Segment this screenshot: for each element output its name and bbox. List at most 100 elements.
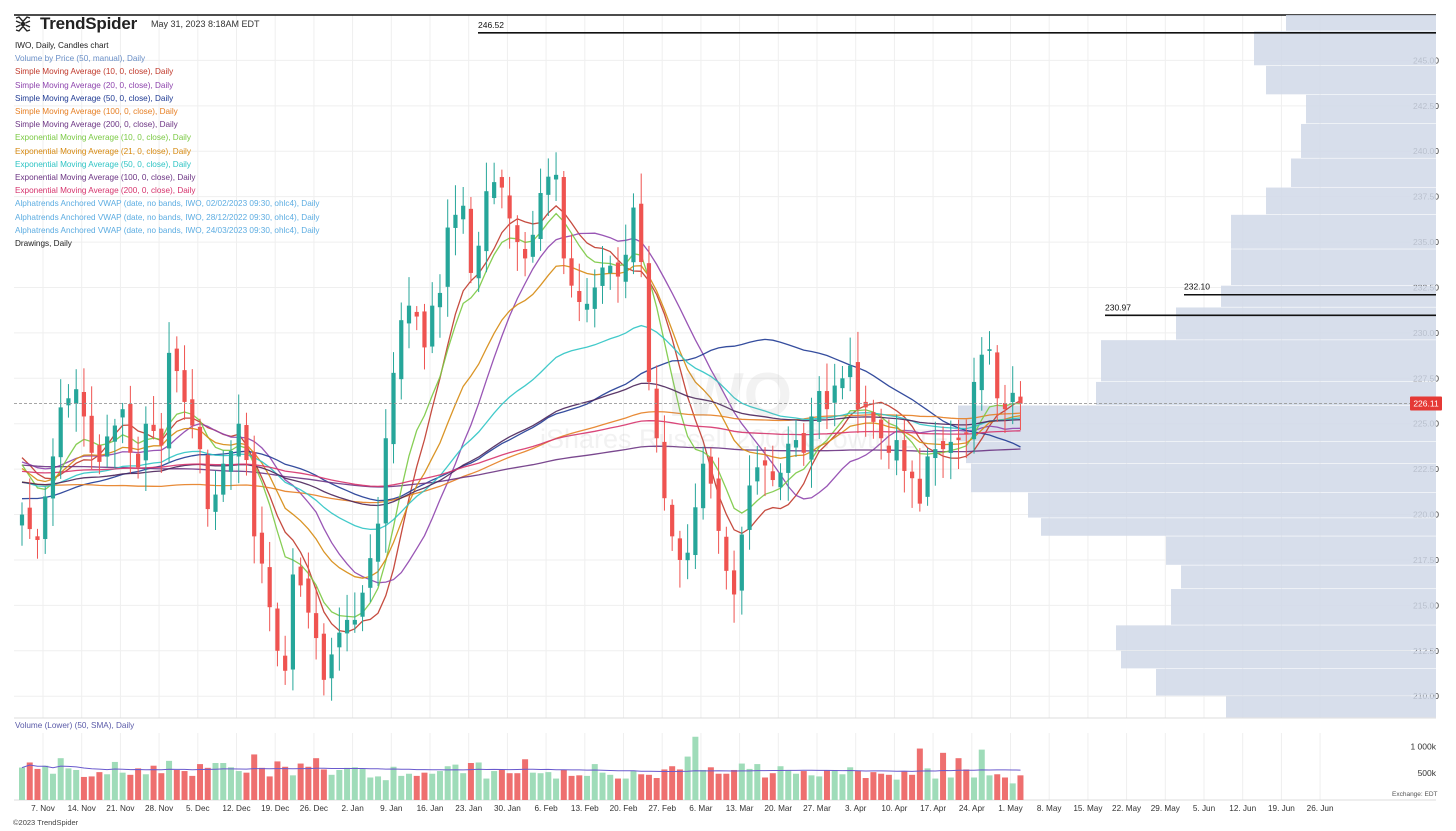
volume-bar[interactable]	[684, 756, 691, 800]
volume-bar[interactable]	[738, 763, 745, 800]
candle-body[interactable]	[290, 574, 295, 670]
candle-body[interactable]	[112, 425, 117, 442]
candle-body[interactable]	[375, 523, 381, 562]
legend-item[interactable]: Exponential Moving Average (50, 0, close…	[15, 159, 191, 169]
candle-body[interactable]	[623, 254, 628, 282]
volume-bar[interactable]	[692, 736, 699, 800]
candle-body[interactable]	[453, 214, 458, 228]
volume-bar[interactable]	[359, 768, 366, 800]
volume-bar[interactable]	[885, 774, 892, 800]
candle-body[interactable]	[430, 305, 435, 347]
candle-body[interactable]	[19, 514, 25, 526]
volume-bar[interactable]	[607, 774, 614, 800]
candle-body[interactable]	[677, 538, 682, 560]
volume-bar[interactable]	[1001, 777, 1008, 800]
candle-body[interactable]	[275, 608, 280, 651]
volume-bar[interactable]	[630, 771, 637, 800]
candle-body[interactable]	[948, 441, 953, 453]
candle-body[interactable]	[492, 182, 497, 199]
volume-bar[interactable]	[777, 766, 784, 800]
candle-body[interactable]	[786, 443, 791, 473]
candle-body[interactable]	[871, 412, 876, 422]
candle-body[interactable]	[190, 399, 195, 426]
volume-bar[interactable]	[862, 778, 869, 800]
candle-body[interactable]	[523, 248, 528, 259]
volume-bar[interactable]	[88, 776, 95, 800]
volume-bar[interactable]	[181, 771, 188, 800]
candle-body[interactable]	[1010, 392, 1015, 403]
volume-bar[interactable]	[266, 776, 273, 800]
volume-bar[interactable]	[1009, 783, 1016, 800]
volume-bar[interactable]	[444, 766, 451, 800]
candle-body[interactable]	[143, 423, 148, 461]
volume-bar[interactable]	[220, 763, 227, 800]
candle-body[interactable]	[252, 452, 257, 537]
volume-bar[interactable]	[676, 769, 683, 800]
volume-bar[interactable]	[870, 772, 877, 800]
candle-body[interactable]	[422, 311, 427, 348]
volume-bar[interactable]	[576, 775, 583, 800]
volume-bar[interactable]	[715, 773, 722, 800]
candle-body[interactable]	[817, 391, 822, 422]
volume-bar[interactable]	[150, 765, 157, 800]
candle-body[interactable]	[507, 195, 512, 219]
volume-bar[interactable]	[26, 762, 33, 800]
candle-body[interactable]	[592, 287, 597, 309]
candle-body[interactable]	[58, 407, 63, 458]
volume-bar[interactable]	[413, 775, 420, 800]
candle-body[interactable]	[182, 370, 187, 402]
candle-body[interactable]	[848, 365, 853, 378]
volume-bar[interactable]	[614, 778, 621, 800]
candle-body[interactable]	[283, 655, 288, 671]
volume-bar[interactable]	[320, 769, 327, 800]
candle-body[interactable]	[352, 619, 357, 625]
volume-bar[interactable]	[328, 774, 335, 800]
volume-bar[interactable]	[661, 769, 668, 800]
candle-body[interactable]	[515, 225, 520, 243]
volume-bar[interactable]	[971, 777, 978, 800]
volume-bar[interactable]	[947, 777, 954, 800]
candle-body[interactable]	[979, 354, 984, 391]
candle-body[interactable]	[995, 352, 1000, 399]
volume-bar[interactable]	[994, 774, 1001, 800]
volume-bar[interactable]	[1017, 775, 1024, 800]
volume-bar[interactable]	[545, 772, 552, 800]
volume-bar[interactable]	[467, 763, 474, 800]
volume-bar[interactable]	[235, 771, 242, 800]
volume-bar[interactable]	[189, 775, 196, 800]
candle-body[interactable]	[778, 472, 783, 488]
legend-item[interactable]: Alphatrends Anchored VWAP (date, no band…	[15, 212, 320, 222]
candle-body[interactable]	[708, 456, 713, 484]
volume-bar[interactable]	[436, 771, 443, 800]
volume-bar[interactable]	[173, 769, 180, 800]
volume-bar[interactable]	[816, 776, 823, 800]
volume-bar[interactable]	[978, 749, 985, 800]
volume-bar[interactable]	[367, 777, 374, 800]
volume-bar[interactable]	[506, 773, 513, 800]
legend-item[interactable]: Exponential Moving Average (100, 0, clos…	[15, 173, 196, 183]
candle-body[interactable]	[971, 381, 977, 440]
volume-bar[interactable]	[351, 767, 358, 800]
candle-body[interactable]	[244, 425, 249, 461]
candle-body[interactable]	[933, 449, 938, 459]
candle-body[interactable]	[855, 362, 861, 410]
candle-body[interactable]	[832, 385, 837, 403]
candle-body[interactable]	[956, 437, 961, 441]
volume-bar[interactable]	[49, 773, 56, 800]
candle-body[interactable]	[174, 348, 179, 372]
candle-body[interactable]	[461, 205, 466, 220]
volume-bar[interactable]	[653, 778, 660, 800]
candle-body[interactable]	[35, 536, 40, 540]
legend-item[interactable]: Drawings, Daily	[15, 239, 72, 249]
candle-body[interactable]	[584, 303, 590, 310]
volume-bar[interactable]	[754, 764, 761, 800]
candle-body[interactable]	[1018, 396, 1023, 404]
volume-bar[interactable]	[344, 767, 351, 800]
volume-bar[interactable]	[839, 774, 846, 800]
volume-bar[interactable]	[212, 763, 219, 800]
volume-bar[interactable]	[135, 768, 142, 800]
candle-body[interactable]	[600, 267, 605, 286]
legend-item[interactable]: Exponential Moving Average (200, 0, clos…	[15, 186, 196, 196]
volume-bar[interactable]	[19, 767, 25, 800]
